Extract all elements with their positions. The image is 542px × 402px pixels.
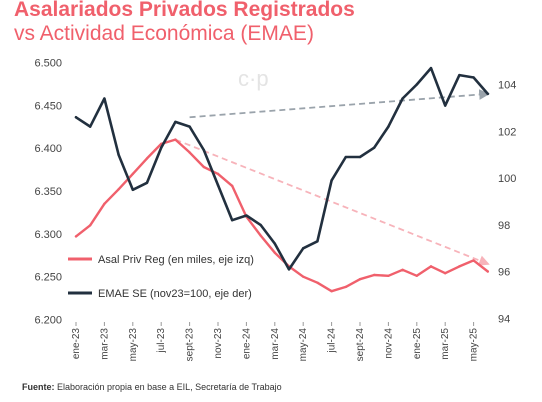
point-asal [216,172,220,176]
x-tick-label: nov-23 [213,328,224,359]
point-emae [486,92,489,96]
point-emae [202,148,205,152]
point-emae [401,97,404,100]
point-emae [444,104,447,107]
y-left-tick-label: 6.350 [34,186,62,198]
x-tick-label: ene-24 [241,328,252,360]
x-tick-label: nov-24 [383,328,394,359]
point-emae [358,155,362,159]
point-emae [103,97,106,100]
x-tick-label: may-23 [128,328,139,362]
point-emae [245,214,248,217]
point-asal [344,285,347,289]
point-emae [145,181,149,184]
point-asal [373,273,376,277]
x-tick-label: sept-23 [185,328,196,362]
point-emae [216,183,220,187]
point-emae [259,223,262,227]
source-text: Elaboración propia en base a EIL, Secret… [57,382,282,392]
point-asal [273,251,276,254]
point-asal [358,278,362,281]
y-right-tick-label: 96 [498,267,510,279]
y-right-tick-label: 94 [498,314,510,326]
point-asal [458,265,461,268]
y-left-tick-label: 6.200 [34,315,62,327]
x-tick-label: may-25 [469,328,480,362]
y-left-tick-label: 6.250 [34,272,62,284]
point-asal [174,138,177,141]
x-tick-label: ene-23 [71,328,82,360]
point-asal [259,234,262,237]
point-emae [174,120,177,124]
point-emae [373,146,376,149]
point-emae [160,146,163,149]
x-tick-label: mar-24 [270,328,281,360]
point-emae [188,125,191,128]
point-asal [89,224,92,227]
y-right-tick-label: 98 [498,220,510,232]
y-left-tick-label: 6.400 [34,143,62,155]
logo: c·p [238,66,269,91]
point-asal [415,274,418,278]
point-emae [344,155,347,159]
x-tick-label: may-24 [298,328,309,362]
point-asal [74,235,78,238]
x-tick-label: jul-24 [327,328,338,354]
series-line-emae [74,66,490,271]
point-asal [188,151,191,154]
y-right-tick-label: 102 [498,126,516,138]
chart-title: Asalariados Privados Registrados [14,0,355,21]
y-left-tick-label: 6.300 [34,229,62,241]
point-asal [316,281,319,284]
point-asal [103,202,106,206]
point-emae [387,125,390,128]
trend-line-asal [175,138,490,266]
source-note: Fuente: Elaboración propia en base a EIL… [22,382,282,392]
point-emae [429,66,433,70]
point-emae [231,219,234,222]
source-label: Fuente: [22,382,55,392]
point-emae [117,153,120,156]
point-emae [131,188,134,191]
x-tick-label: ene-25 [412,328,423,360]
point-emae [273,242,276,245]
point-emae [330,179,333,182]
point-asal [387,274,390,278]
x-tick-label: jul-23 [156,328,167,354]
y-right-tick-label: 100 [498,173,516,185]
legend-label-asal: Asal Priv Reg (en miles, eje izq) [98,254,254,266]
x-tick-label: mar-25 [440,328,451,360]
point-asal [131,172,134,176]
y-left-tick-label: 6.500 [34,57,62,69]
y-left-tick-label: 6.450 [34,100,62,112]
point-emae [287,268,291,271]
x-tick-label: mar-23 [99,328,110,360]
point-emae [458,73,461,77]
point-emae [302,247,305,250]
point-asal [302,275,305,278]
point-emae [472,76,475,79]
point-asal [330,290,333,293]
point-emae [89,125,92,128]
point-asal [117,188,120,191]
point-asal [145,157,149,160]
point-asal [472,259,475,262]
point-asal [444,272,447,275]
point-emae [415,83,418,86]
legend-label-emae: EMAE SE (nov23=100, eje der) [98,288,252,300]
point-asal [231,184,234,188]
point-asal [429,265,433,268]
chart-subtitle: vs Actividad Económica (EMAE) [14,22,314,45]
point-asal [202,165,205,169]
series-line-asal [74,138,489,293]
point-asal [401,268,404,272]
point-asal [486,270,489,273]
x-tick-label: sept-24 [355,328,366,362]
y-right-tick-label: 104 [498,80,516,92]
point-emae [316,240,319,243]
point-emae [74,116,78,119]
